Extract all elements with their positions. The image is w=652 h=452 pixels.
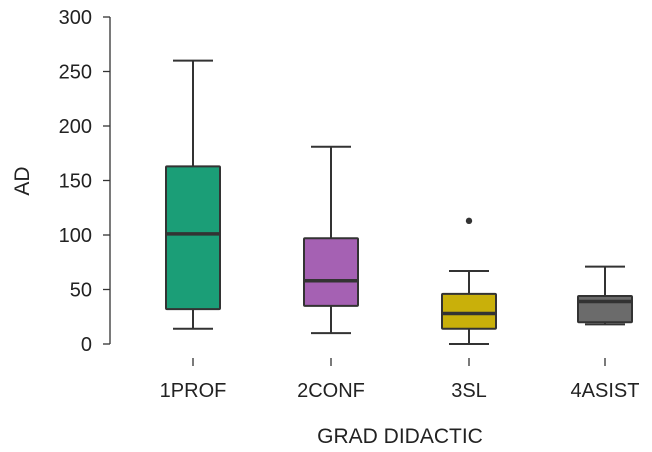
x-axis-label: GRAD DIDACTIC <box>317 425 483 448</box>
y-axis-ticks: 0 50 100 150 200 250 300 <box>59 7 110 356</box>
x-tick-label: 1PROF <box>160 380 227 402</box>
y-tick-label: 50 <box>70 280 92 302</box>
box-2conf <box>303 145 359 335</box>
iqr-box <box>165 165 221 311</box>
x-tick-label: 4ASIST <box>571 380 640 402</box>
box-1prof <box>165 59 221 330</box>
iqr-box <box>441 292 497 330</box>
y-axis-label: AD <box>11 166 34 195</box>
boxes-layer <box>165 59 633 345</box>
outlier-point <box>465 217 473 225</box>
y-tick-label: 200 <box>59 116 92 138</box>
y-tick-label: 150 <box>59 171 92 193</box>
y-tick-label: 250 <box>59 62 92 84</box>
y-tick-label: 100 <box>59 225 92 247</box>
iqr-box <box>303 237 359 307</box>
x-tick-label: 3SL <box>451 380 487 402</box>
x-tick-label: 2CONF <box>297 380 365 402</box>
y-tick-label: 300 <box>59 7 92 29</box>
x-axis-ticks: 1PROF 2CONF 3SL 4ASIST <box>160 358 640 402</box>
box-3sl <box>441 217 497 345</box>
y-tick-label: 0 <box>81 334 92 356</box>
box-4asist <box>577 265 633 326</box>
